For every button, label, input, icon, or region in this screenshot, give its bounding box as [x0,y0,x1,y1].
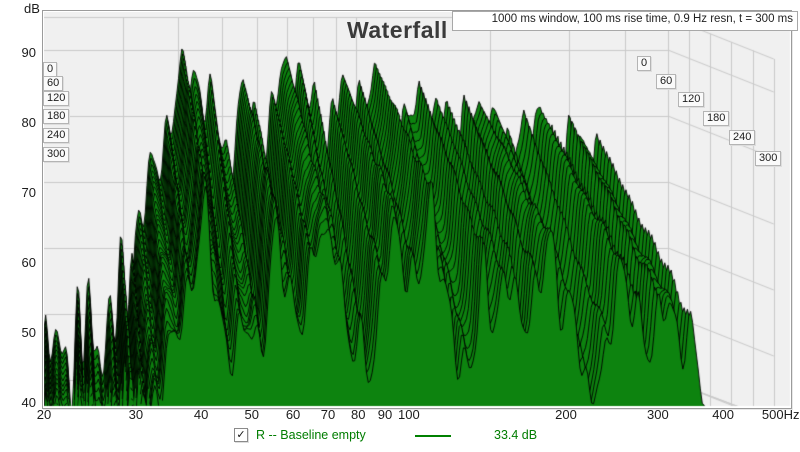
time-label-left-300: 300 [43,147,70,162]
time-label-left-180: 180 [43,109,70,124]
freq-tick-20: 20 [36,407,52,422]
freq-tick-60: 60 [285,407,301,422]
time-label-left-240: 240 [43,128,70,143]
freq-tick-400: 400 [712,407,734,422]
time-label-right-300: 300 [755,151,782,166]
trace-color-swatch [415,435,451,437]
measurement-settings-box: 1000 ms window, 100 ms rise time, 0.9 Hz… [452,11,798,31]
freq-tick-90: 90 [377,407,393,422]
freq-tick-200: 200 [555,407,577,422]
time-label-right-60: 60 [656,74,677,89]
trace-name-label: R -- Baseline empty [256,428,366,442]
time-label-left-60: 60 [43,76,64,91]
freq-tick-50: 50 [244,407,259,422]
db-tick-90: 90 [21,45,36,60]
freq-tick-100: 100 [398,407,420,422]
time-label-left-0: 0 [43,62,58,77]
page-title: Waterfall [347,17,448,43]
time-label-right-0: 0 [637,56,652,71]
time-label-right-240: 240 [729,130,756,145]
db-tick-80: 80 [21,115,36,130]
time-label-right-180: 180 [703,111,730,126]
db-axis-label: dB [24,1,40,16]
freq-tick-30: 30 [128,407,144,422]
db-tick-70: 70 [21,185,36,200]
time-label-right-120: 120 [678,92,705,107]
db-tick-60: 60 [21,255,36,270]
legend-row: ✓ R -- Baseline empty 33.4 dB [0,426,800,448]
freq-tick-40: 40 [193,407,209,422]
freq-tick-300: 300 [647,407,669,422]
freq-tick-500Hz: 500Hz [761,407,800,422]
cursor-value-label: 33.4 dB [494,428,538,442]
freq-tick-70: 70 [320,407,336,422]
trace-visibility-checkbox[interactable]: ✓ [234,428,248,442]
freq-tick-80: 80 [351,407,366,422]
db-tick-50: 50 [21,325,36,340]
time-label-left-120: 120 [43,91,70,106]
db-tick-40: 40 [21,395,36,410]
